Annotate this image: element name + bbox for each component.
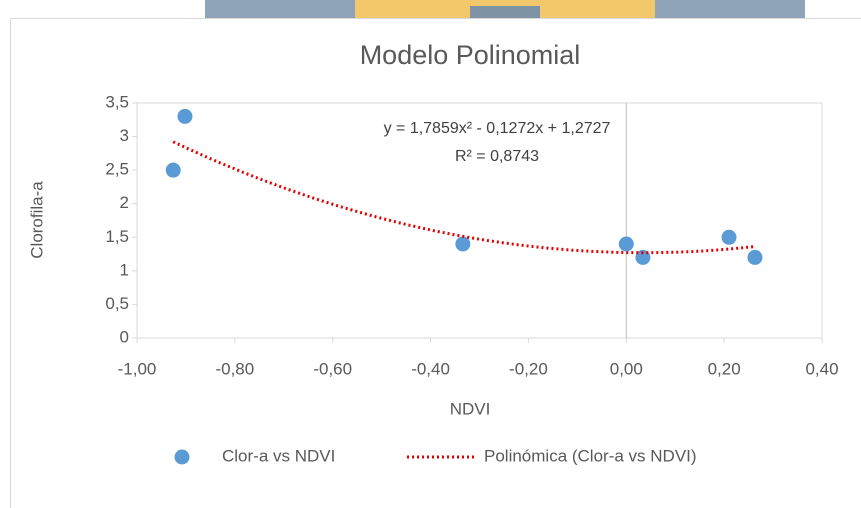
y-axis-title: Clorofila-a (27, 181, 46, 259)
legend-label: Polinómica (Clor-a vs NDVI) (484, 446, 697, 465)
x-tick-label: 0,20 (708, 359, 741, 378)
point (165, 162, 181, 178)
point (177, 108, 193, 124)
chart-title: Modelo Polinomial (360, 40, 581, 70)
x-tick-label: 0,40 (805, 359, 838, 378)
chart-frame (10, 18, 861, 508)
y-tick-label: 3 (120, 126, 129, 145)
point (721, 229, 737, 245)
background-strip (470, 6, 540, 18)
y-tick-label: 0 (120, 327, 129, 346)
point (618, 236, 634, 252)
y-tick-label: 1,5 (105, 227, 129, 246)
x-tick-label: -0,80 (215, 359, 254, 378)
plot-area (136, 102, 823, 339)
y-tick-label: 3,5 (105, 92, 129, 111)
x-tick-label: 0,00 (610, 359, 643, 378)
trend-r2: R² = 0,8743 (455, 148, 539, 165)
background-strip (655, 0, 805, 18)
x-tick-label: -0,40 (411, 359, 450, 378)
x-tick-label: -0,20 (509, 359, 548, 378)
x-tick-label: -0,60 (313, 359, 352, 378)
y-tick-label: 2,5 (105, 160, 129, 179)
point (455, 236, 471, 252)
legend-label: Clor-a vs NDVI (222, 446, 335, 465)
y-tick-label: 2 (120, 193, 129, 212)
trend-equation: y = 1,7859x² - 0,1272x + 1,2727 (384, 120, 611, 137)
legend-marker (174, 449, 190, 465)
background-strip (205, 0, 355, 18)
x-tick-label: -1,00 (118, 359, 157, 378)
y-tick-label: 0,5 (105, 294, 129, 313)
y-tick-label: 1 (120, 260, 129, 279)
point (747, 249, 763, 265)
trendline (172, 140, 756, 255)
x-axis-title: NDVI (450, 399, 491, 418)
